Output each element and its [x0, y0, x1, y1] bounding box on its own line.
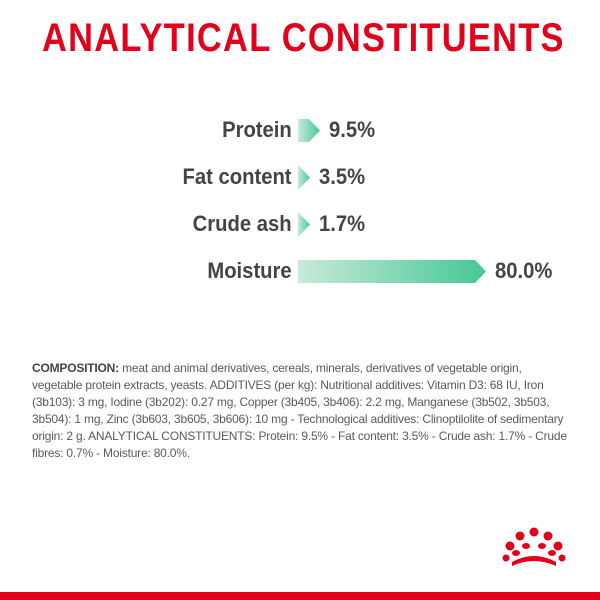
- nutrient-row: Fat content 3.5%: [0, 157, 600, 197]
- nutrient-value: 9.5%: [329, 117, 376, 142]
- composition-body: meat and animal derivatives, cereals, mi…: [32, 361, 567, 460]
- nutrient-label: Protein: [222, 117, 292, 142]
- composition-label: COMPOSITION:: [32, 361, 119, 375]
- page-title: ANALYTICAL CONSTITUENTS: [42, 16, 565, 60]
- nutrient-bar: [298, 166, 310, 189]
- nutrient-bar: [298, 213, 310, 236]
- nutrient-label: Crude ash: [193, 211, 292, 236]
- royal-canin-crown-logo: [502, 527, 566, 566]
- nutrient-label: Moisture: [207, 258, 292, 283]
- composition-text: COMPOSITION: meat and animal derivatives…: [32, 360, 572, 462]
- nutrient-bar: [298, 119, 320, 142]
- nutrient-value: 3.5%: [319, 164, 366, 189]
- nutrient-bar: [298, 260, 486, 283]
- nutrient-value: 80.0%: [495, 258, 553, 283]
- nutrient-row: Protein 9.5%: [0, 110, 600, 150]
- nutrient-value: 1.7%: [319, 211, 366, 236]
- nutrient-row: Crude ash 1.7%: [0, 204, 600, 244]
- footer-bar: [0, 592, 600, 600]
- nutrient-row: Moisture 80.0%: [0, 251, 600, 291]
- nutrient-label: Fat content: [182, 164, 292, 189]
